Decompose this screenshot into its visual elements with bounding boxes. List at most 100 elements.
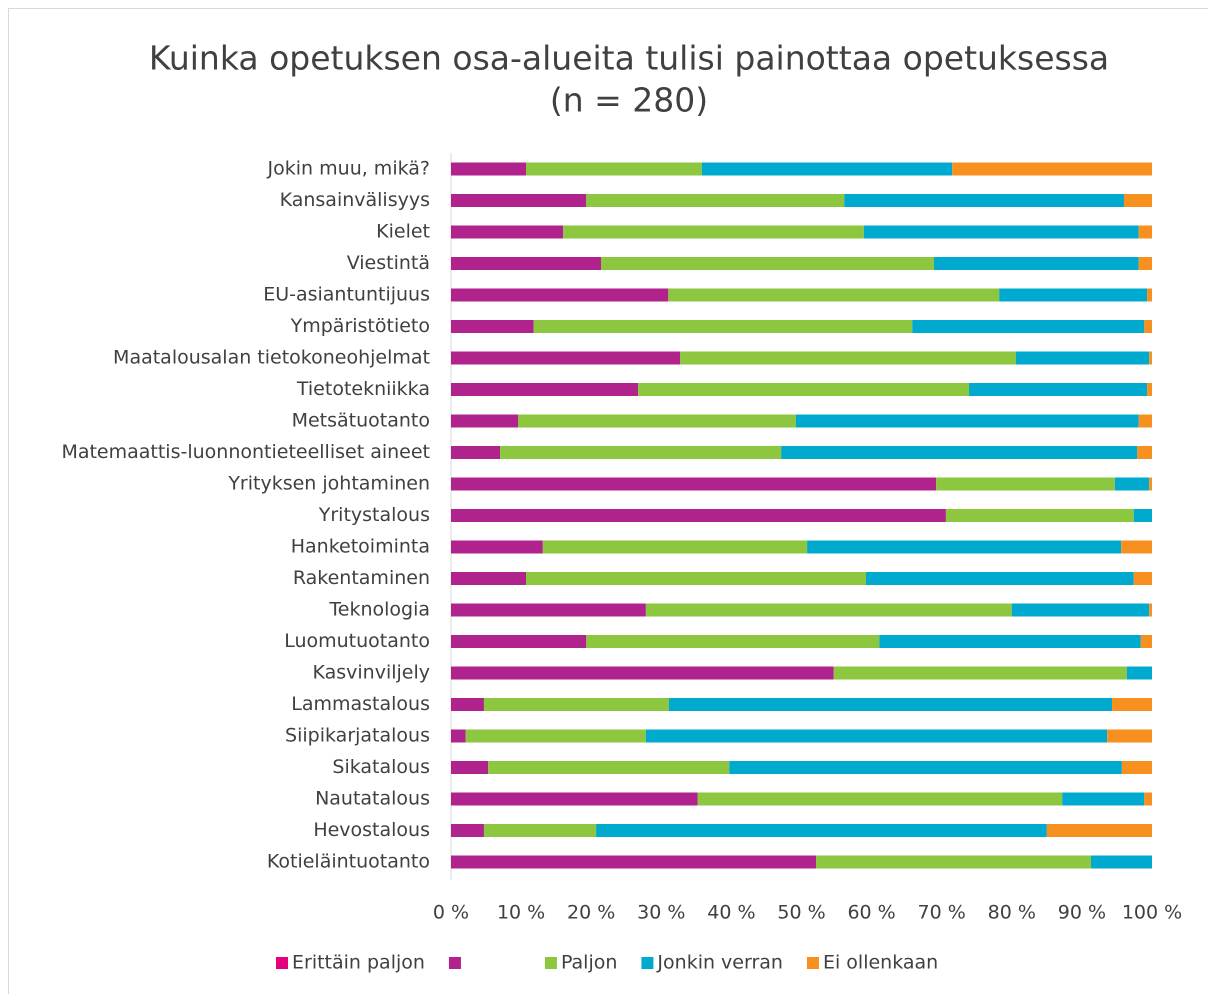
y-tick-label: Hanketoiminta [291, 536, 430, 558]
y-tick-label: Yritystalous [318, 504, 430, 526]
bar-segment [816, 856, 1091, 869]
bar-segment [646, 604, 1012, 617]
y-tick-label: EU-asiantuntijuus [263, 284, 430, 306]
bar-segment [526, 572, 866, 585]
legend-swatch [545, 957, 557, 969]
x-tick-label: 50 % [777, 902, 825, 924]
bar-segment [488, 761, 729, 774]
bar-segment [451, 761, 488, 774]
bar-segment [807, 541, 1121, 554]
legend-label: Paljon [561, 952, 617, 974]
bar-segment [534, 320, 913, 333]
legend-label: Erittäin paljon [292, 952, 425, 974]
bar-segment [451, 635, 586, 648]
bar-segment [969, 383, 1147, 396]
x-tick-label: 70 % [918, 902, 966, 924]
bar-segment [999, 289, 1147, 302]
x-tick-label: 60 % [847, 902, 895, 924]
y-tick-label: Kansainvälisyys [280, 189, 430, 211]
x-tick-label: 20 % [567, 902, 615, 924]
bar-segment [500, 446, 781, 459]
bar-segment [946, 509, 1134, 522]
bar-segment [1147, 289, 1152, 302]
bar-segment [451, 415, 518, 428]
bar-segment [729, 761, 1122, 774]
bar-segment [912, 320, 1144, 333]
bar-segment [451, 509, 946, 522]
bar-segment [936, 478, 1115, 491]
bar-segment [451, 289, 668, 302]
bar-segment [1137, 446, 1152, 459]
y-tick-label: Siipikarjatalous [285, 725, 430, 747]
bar-segment [451, 352, 680, 365]
y-tick-label: Lammastalous [291, 693, 430, 715]
chart-frame [9, 9, 1208, 995]
y-tick-label: Nautatalous [315, 788, 430, 810]
bar-segment [1147, 383, 1152, 396]
legend-label: Jonkin verran [656, 952, 783, 974]
bar-segment [1139, 257, 1152, 270]
bar-segment [669, 698, 1112, 711]
bar-segment [601, 257, 934, 270]
bar-segment [451, 793, 698, 806]
bar-segment [1144, 793, 1152, 806]
bar-segment [781, 446, 1137, 459]
bar-segment [526, 163, 702, 176]
y-tick-label: Tietotekniikka [296, 378, 430, 400]
bar-segment [1016, 352, 1149, 365]
bar-segment [596, 824, 1047, 837]
bar-segment [1144, 320, 1152, 333]
bar-segment [1124, 194, 1152, 207]
bar-segment [1122, 761, 1152, 774]
x-tick-label: 10 % [497, 902, 545, 924]
bar-segment [1134, 509, 1152, 522]
bar-segment [451, 856, 816, 869]
bar-segment [451, 730, 466, 743]
x-tick-label: 90 % [1058, 902, 1106, 924]
bar-segment [451, 572, 526, 585]
chart-title: Kuinka opetuksen osa-alueita tulisi pain… [149, 39, 1109, 78]
bar-segment [451, 667, 834, 680]
bar-segment [668, 289, 999, 302]
bar-segment [1149, 352, 1152, 365]
bar-segment [586, 635, 879, 648]
bar-segment [1149, 478, 1152, 491]
bar-segment [1115, 478, 1149, 491]
bar-segment [466, 730, 646, 743]
bar-segment [1012, 604, 1149, 617]
bar-segment [563, 226, 864, 239]
bar-segment [1149, 604, 1152, 617]
bar-segment [1121, 541, 1152, 554]
bar-segment [451, 604, 646, 617]
y-tick-label: Maatalousalan tietokoneohjelmat [113, 347, 430, 369]
bar-segment [934, 257, 1139, 270]
bar-segment [451, 824, 484, 837]
bar-segment [451, 226, 563, 239]
legend-swatch [449, 957, 461, 969]
bar-segment [451, 194, 586, 207]
x-tick-label: 80 % [988, 902, 1036, 924]
bar-segment [1091, 856, 1152, 869]
x-tick-label: 30 % [637, 902, 685, 924]
legend-swatch [641, 957, 653, 969]
bar-segment [1127, 667, 1152, 680]
y-tick-label: Matemaattis-luonnontieteelliset aineet [61, 441, 430, 463]
bar-segment [952, 163, 1152, 176]
y-tick-label: Rakentaminen [293, 567, 430, 589]
legend-label: Ei ollenkaan [823, 952, 938, 974]
x-tick-label: 40 % [707, 902, 755, 924]
bar-segment [451, 541, 543, 554]
bar-segment [1112, 698, 1152, 711]
y-tick-label: Teknologia [328, 599, 430, 621]
x-tick-label: 100 % [1122, 902, 1182, 924]
y-tick-label: Yrityksen johtaminen [227, 473, 430, 495]
legend-swatch [807, 957, 819, 969]
y-tick-label: Kotieläintuotanto [267, 851, 430, 873]
bar-segment [1134, 572, 1152, 585]
y-tick-label: Jokin muu, mikä? [267, 158, 430, 180]
bar-segment [702, 163, 952, 176]
bar-segment [879, 635, 1140, 648]
bar-segment [1139, 226, 1152, 239]
bar-segment [586, 194, 844, 207]
